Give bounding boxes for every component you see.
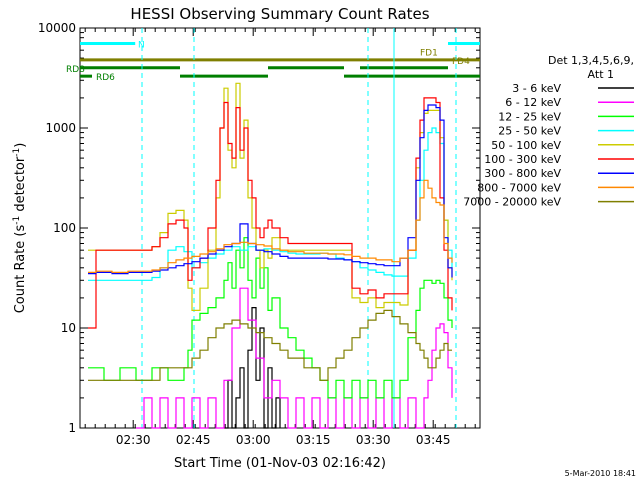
flag-label-n: N [138, 40, 145, 50]
x-tick-label: 03:00 [236, 433, 271, 447]
footer-timestamp: 5-Mar-2010 18:41 [565, 469, 636, 478]
legend-label-4: 50 - 100 keV [491, 139, 561, 152]
legend-label-0: 3 - 6 keV [512, 82, 561, 95]
x-axis-label: Start Time (01-Nov-03 02:16:42) [174, 456, 386, 471]
legend-label-6: 300 - 800 keV [484, 167, 561, 180]
legend-title-line1: Det 1,3,4,5,6,9, [548, 54, 634, 67]
series-line-8 [88, 309, 452, 381]
x-tick-label: 02:30 [116, 433, 151, 447]
series-line-6 [88, 104, 453, 278]
y-axis-label: Count Rate (s-1 detector-1) [12, 143, 28, 314]
legend-label-1: 6 - 12 keV [505, 96, 561, 109]
legend-title-line2: Att 1 [588, 68, 614, 81]
legend-label-7: 800 - 7000 keV [477, 181, 561, 194]
series-line-5 [88, 97, 453, 329]
x-tick-label: 02:45 [176, 433, 211, 447]
legend-label-3: 25 - 50 keV [498, 125, 561, 138]
y-tick-label: 1 [68, 421, 76, 435]
flag-label-rd8: RD8 [66, 65, 85, 75]
flag-label-fd4: FD4 [452, 57, 470, 67]
series-line-7 [88, 179, 453, 273]
flag-label-fd1: FD1 [420, 49, 438, 59]
chart-title: HESSI Observing Summary Count Rates [130, 5, 429, 23]
x-tick-label: 03:15 [296, 433, 331, 447]
legend-label-8: 7000 - 20000 keV [463, 196, 561, 209]
y-tick-label: 100 [53, 221, 76, 235]
x-tick-label: 03:30 [356, 433, 391, 447]
x-tick-label: 03:45 [416, 433, 451, 447]
y-tick-label: 1000 [45, 121, 76, 135]
series-line-1 [136, 287, 453, 429]
y-tick-label: 10 [61, 321, 76, 335]
flag-label-rd6: RD6 [96, 73, 115, 83]
legend-label-5: 100 - 300 keV [484, 153, 561, 166]
series-line-3 [88, 127, 453, 281]
y-tick-label: 10000 [38, 21, 76, 35]
series-line-2 [88, 237, 453, 399]
legend-label-2: 12 - 25 keV [498, 110, 561, 123]
